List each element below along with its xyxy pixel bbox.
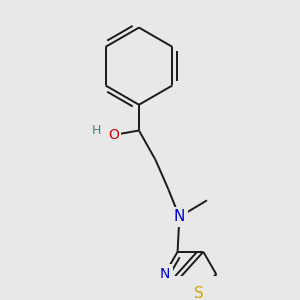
- Text: O: O: [108, 128, 119, 142]
- Text: N: N: [160, 267, 170, 281]
- Text: S: S: [194, 286, 204, 300]
- Text: H: H: [92, 124, 101, 137]
- Text: N: N: [174, 209, 185, 224]
- Text: N: N: [198, 290, 208, 300]
